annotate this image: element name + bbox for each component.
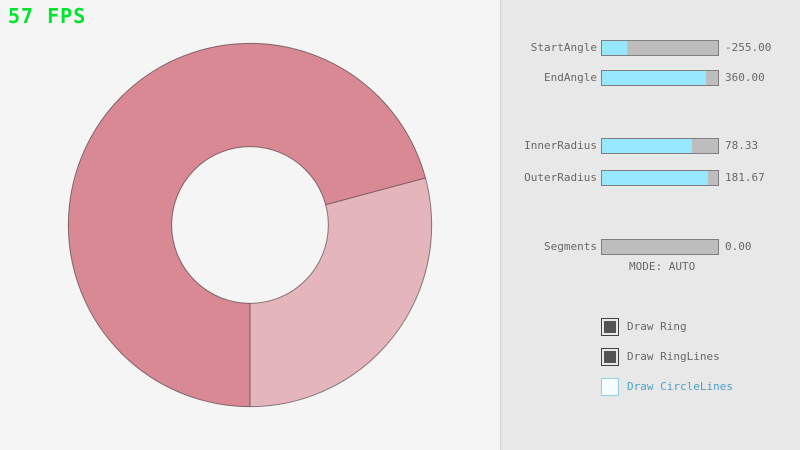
ring-sector [250, 177, 432, 407]
slider-label: InnerRadius [524, 139, 597, 152]
slider-fill [602, 139, 693, 153]
checkbox-label: Draw Ring [627, 320, 687, 333]
start-angle-slider[interactable] [601, 40, 719, 56]
slider-value: 181.67 [725, 171, 765, 184]
ring-chart [67, 42, 433, 408]
checkbox-row-draw-ring: Draw Ring [501, 318, 800, 336]
controls-panel: StartAngle -255.00 EndAngle 360.00 Inner… [500, 0, 800, 450]
slider-value: 0.00 [725, 240, 752, 253]
outer-radius-slider[interactable] [601, 170, 719, 186]
checkbox-row-draw-circlelines: Draw CircleLines [501, 378, 800, 396]
checkbox-row-draw-ringlines: Draw RingLines [501, 348, 800, 366]
slider-fill [602, 171, 708, 185]
slider-value: -255.00 [725, 41, 772, 54]
slider-row-inner-radius: InnerRadius 78.33 [501, 138, 800, 154]
inner-radius-slider[interactable] [601, 138, 719, 154]
slider-value: 78.33 [725, 139, 759, 152]
slider-fill [602, 71, 707, 85]
slider-label: OuterRadius [524, 171, 597, 184]
ring-outline-circle [171, 146, 329, 304]
slider-row-segments: Segments 0.00 [501, 239, 800, 255]
slider-value: 360.00 [725, 71, 765, 84]
draw-ring-checkbox[interactable] [601, 318, 619, 336]
ring-outline-circle [67, 42, 433, 408]
slider-row-outer-radius: OuterRadius 181.67 [501, 170, 800, 186]
drawing-area: 57 FPS [8, 4, 433, 408]
fps-counter: 57 FPS [8, 4, 87, 28]
mode-indicator: MODE: AUTO [629, 260, 696, 273]
slider-row-end-angle: EndAngle 360.00 [501, 70, 800, 86]
end-angle-slider[interactable] [601, 70, 719, 86]
slider-label: EndAngle [544, 71, 597, 84]
ring-sector [68, 43, 426, 407]
draw-ringlines-checkbox[interactable] [601, 348, 619, 366]
slider-label: Segments [544, 240, 597, 253]
slider-label: StartAngle [530, 41, 597, 54]
draw-circlelines-checkbox[interactable] [601, 378, 619, 396]
segments-slider[interactable] [601, 239, 719, 255]
slider-row-start-angle: StartAngle -255.00 [501, 40, 800, 56]
checkbox-label: Draw CircleLines [627, 380, 733, 393]
slider-fill [602, 41, 628, 55]
ring-boundary-line [325, 177, 426, 206]
checkbox-label: Draw RingLines [627, 350, 720, 363]
